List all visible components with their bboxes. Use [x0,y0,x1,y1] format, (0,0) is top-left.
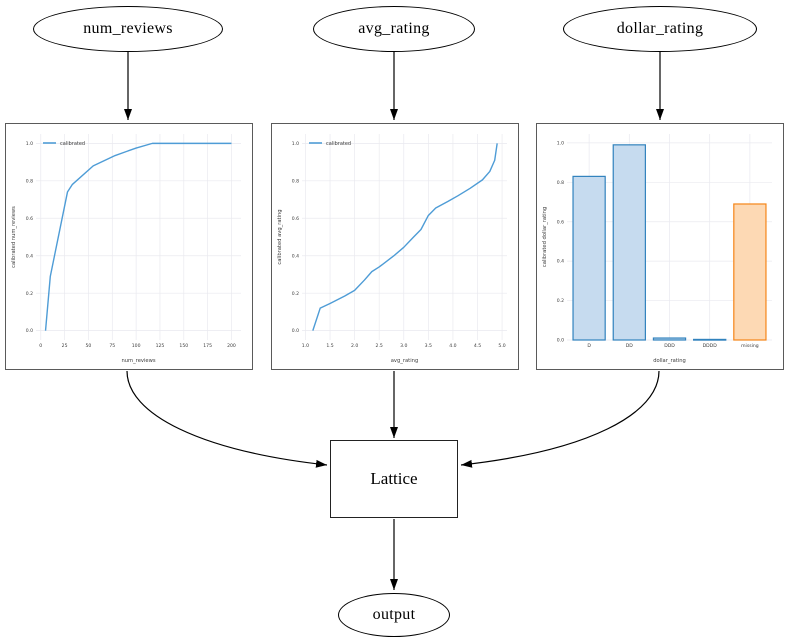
bar-DDD [652,337,687,341]
svg-text:0.0: 0.0 [292,328,299,334]
node-avg-rating: avg_rating [313,6,475,52]
svg-text:1.0: 1.0 [26,141,33,147]
svg-text:D: D [587,343,591,349]
svg-text:0.6: 0.6 [26,216,33,222]
svg-text:0.4: 0.4 [26,253,33,259]
node-avg-rating-label: avg_rating [358,20,430,37]
series-line-calibrated [312,143,498,331]
chart-svg-avg_rating_calibrator: 1.0 1.5 2.0 2.5 3.0 3.5 4.0 4.5 5.0 0.0 0.2 0.4 0.6 0… [272,124,517,368]
edge-chart1-to-lattice [126,370,328,468]
node-num-reviews: num_reviews [33,6,223,52]
bar-DDDD [693,338,727,341]
tick-labels: 0 25 50 75 100 125 150 175 200 0.0 0.2 0.4 0.6 0.8 1.0 [26,141,236,349]
svg-text:0.4: 0.4 [557,259,564,265]
svg-text:0.4: 0.4 [292,253,299,259]
svg-text:1.5: 1.5 [326,343,333,349]
legend-label: calibrated [60,141,85,147]
x-axis-label: num_reviews [121,358,155,364]
legend-label: calibrated [326,141,351,147]
tick-labels: 1.0 1.5 2.0 2.5 3.0 3.5 4.0 4.5 5.0 0.0 0.2 0.4 0.6 0… [292,141,506,349]
svg-text:50: 50 [86,343,92,349]
svg-text:3.5: 3.5 [425,343,432,349]
svg-text:200: 200 [227,343,236,349]
svg-text:0.2: 0.2 [26,291,33,297]
svg-text:5.0: 5.0 [498,343,505,349]
svg-text:125: 125 [156,343,165,349]
svg-text:1.0: 1.0 [292,141,299,147]
node-output: output [338,593,450,637]
node-dollar-rating-label: dollar_rating [616,20,704,37]
plot-background [272,124,517,368]
bar-D [572,175,606,341]
svg-text:missing: missing [741,343,759,349]
svg-text:DD: DD [626,343,634,349]
svg-text:0.6: 0.6 [557,219,564,225]
svg-text:0: 0 [39,343,42,349]
svg-text:100: 100 [132,343,141,349]
calibration-chart-dollar-rating: D DD DDD DDDD missing 0.0 0.2 0.4 0.6 0.8 1.0 dolla… [536,123,784,370]
svg-text:3.0: 3.0 [400,343,407,349]
chart-svg-num_reviews_calibrator: 0 25 50 75 100 125 150 175 200 0.0 0.2 0.4 0.6 0.8 1.0… [6,124,251,368]
calibration-chart-num-reviews: 0 25 50 75 100 125 150 175 200 0.0 0.2 0.4 0.6 0.8 1.0… [5,123,253,370]
node-dollar-rating: dollar_rating [563,6,757,52]
svg-text:75: 75 [109,343,115,349]
node-num-reviews-label: num_reviews [83,20,173,37]
svg-text:0.6: 0.6 [292,216,299,222]
svg-text:DDD: DDD [664,343,675,349]
y-axis-label: calibrated dollar_rating [542,207,548,267]
svg-text:0.0: 0.0 [26,328,33,334]
svg-text:25: 25 [62,343,68,349]
svg-text:0.8: 0.8 [292,178,299,184]
chart-svg-dollar_rating_calibrator: D DD DDD DDDD missing0.00.20.40.60.81.0dolla… [537,124,782,368]
svg-text:0.8: 0.8 [26,178,33,184]
svg-text:1.0: 1.0 [557,140,564,146]
svg-text:0.8: 0.8 [557,180,564,186]
svg-text:4.5: 4.5 [474,343,481,349]
x-axis-label: avg_rating [391,358,419,364]
series-line-calibrated [44,142,232,331]
svg-text:DDDD: DDDD [703,343,718,349]
plot-background [6,124,251,368]
bar-DD [612,144,646,341]
grid-lines [302,134,507,340]
edge-chart3-to-lattice [460,370,660,468]
svg-text:4.0: 4.0 [449,343,456,349]
svg-text:0.2: 0.2 [557,298,564,304]
bar-missing [733,203,767,341]
svg-text:0.0: 0.0 [557,338,564,344]
node-output-label: output [372,606,416,623]
svg-text:0.2: 0.2 [292,291,299,297]
node-lattice: Lattice [330,440,458,518]
svg-text:2.0: 2.0 [351,343,358,349]
y-axis-label: calibrated num_reviews [11,206,17,268]
x-axis-label: dollar_rating [653,358,686,364]
svg-text:2.5: 2.5 [376,343,383,349]
legend: calibrated [309,141,351,147]
svg-text:150: 150 [179,343,188,349]
node-lattice-label: Lattice [370,469,418,488]
svg-text:175: 175 [203,343,212,349]
calibration-chart-avg-rating: 1.0 1.5 2.0 2.5 3.0 3.5 4.0 4.5 5.0 0.0 0.2 0.4 0.6 0… [271,123,519,370]
svg-text:1.0: 1.0 [302,343,309,349]
bars [572,144,767,341]
legend: calibrated [43,141,85,147]
y-axis-label: calibrated avg_rating [277,209,283,264]
